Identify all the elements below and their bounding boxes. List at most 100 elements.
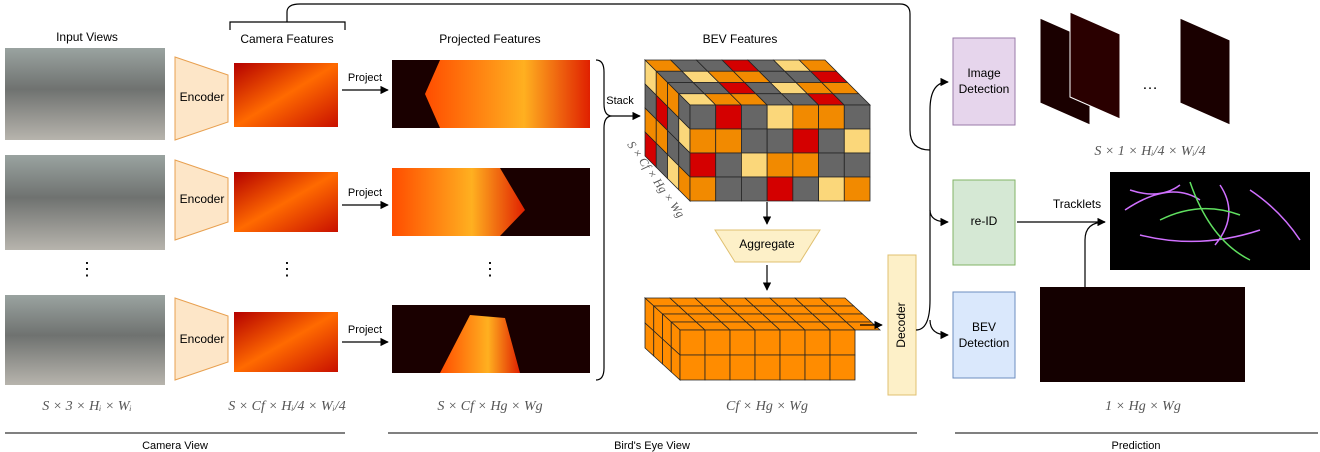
connector bbox=[930, 320, 948, 335]
project-label: Project bbox=[348, 72, 382, 84]
tracklet-image bbox=[1110, 172, 1310, 270]
camera-features: ⋮ bbox=[230, 12, 345, 372]
head-label: re-ID bbox=[971, 214, 998, 228]
grid-cell bbox=[716, 105, 742, 129]
grid-cell bbox=[730, 355, 755, 380]
grid-cell bbox=[819, 177, 845, 201]
header: Input Views bbox=[56, 30, 118, 44]
grid-cell bbox=[705, 355, 730, 380]
brace bbox=[596, 60, 612, 380]
encoder-label: Encoder bbox=[180, 192, 225, 206]
encoder-label: Encoder bbox=[180, 90, 225, 104]
grid-cell bbox=[716, 177, 742, 201]
aggregate-label: Aggregate bbox=[739, 237, 795, 251]
ellipsis: ⋮ bbox=[278, 259, 296, 279]
grid-cell bbox=[767, 129, 793, 153]
grid-cell bbox=[793, 105, 819, 129]
grid-cell bbox=[755, 355, 780, 380]
project-label: Project bbox=[348, 187, 382, 199]
shape-label: S × 3 × Hᵢ × Wᵢ bbox=[42, 399, 132, 414]
grid-cell bbox=[741, 153, 767, 177]
header: Projected Features bbox=[439, 32, 540, 46]
header: BEV Features bbox=[703, 32, 778, 46]
grid-cell bbox=[780, 330, 805, 355]
decoder-label: Decoder bbox=[894, 302, 908, 347]
grid-cell bbox=[730, 330, 755, 355]
camera-image bbox=[5, 155, 165, 250]
ellipsis: ⋮ bbox=[481, 259, 499, 279]
grid-cell bbox=[793, 153, 819, 177]
shape-label: S × 1 × Hᵢ/4 × Wᵢ/4 bbox=[1094, 144, 1205, 159]
head-box bbox=[953, 292, 1015, 378]
section-label: Camera View bbox=[142, 440, 208, 452]
grid-cell bbox=[767, 105, 793, 129]
grid-cell bbox=[819, 129, 845, 153]
bracket bbox=[230, 12, 345, 30]
stack-label: Stack bbox=[606, 95, 634, 107]
grid-cell bbox=[690, 177, 716, 201]
grid-cell bbox=[805, 330, 830, 355]
grid-cell bbox=[844, 153, 870, 177]
grid-cell bbox=[780, 355, 805, 380]
grid-cell bbox=[830, 355, 855, 380]
ellipsis: ⋮ bbox=[78, 259, 96, 279]
bev-cube bbox=[645, 60, 870, 201]
headers: Input Views Camera Features Projected Fe… bbox=[56, 30, 777, 46]
grid-cell bbox=[741, 105, 767, 129]
grid-cell bbox=[741, 177, 767, 201]
projected-features: ⋮ bbox=[392, 60, 590, 373]
heatmap bbox=[1180, 18, 1230, 125]
grid-cell bbox=[793, 129, 819, 153]
grid-cell bbox=[830, 330, 855, 355]
grid-cell bbox=[793, 177, 819, 201]
ellipsis: … bbox=[1142, 76, 1158, 93]
feature-map bbox=[234, 312, 338, 372]
connector bbox=[1085, 222, 1105, 287]
input-views: ⋮ bbox=[5, 48, 165, 385]
shape-label: 1 × Hg × Wg bbox=[1105, 399, 1181, 414]
camera-image bbox=[5, 48, 165, 140]
grid-cell bbox=[819, 153, 845, 177]
head-label: Detection bbox=[959, 82, 1010, 96]
grid-cell bbox=[767, 153, 793, 177]
grid-cell bbox=[690, 153, 716, 177]
grid-cell bbox=[844, 129, 870, 153]
diagram: Input Views Camera Features Projected Fe… bbox=[0, 0, 1320, 452]
grid-cell bbox=[755, 330, 780, 355]
head-label: Image bbox=[967, 66, 1001, 80]
camera-image bbox=[5, 295, 165, 385]
grid-cell bbox=[844, 177, 870, 201]
bev-heatmap bbox=[1040, 287, 1245, 382]
project-arrows: Project Project Project bbox=[342, 72, 388, 342]
grid-cell bbox=[690, 129, 716, 153]
connector bbox=[916, 82, 948, 330]
project-label: Project bbox=[348, 324, 382, 336]
grid-cell bbox=[690, 105, 716, 129]
connector bbox=[930, 210, 948, 222]
head-label: Detection bbox=[959, 336, 1010, 350]
section-label: Prediction bbox=[1112, 440, 1161, 452]
grid-cell bbox=[680, 330, 705, 355]
grid-cell bbox=[805, 355, 830, 380]
grid-cell bbox=[844, 105, 870, 129]
grid-cell bbox=[716, 153, 742, 177]
tracklets-label: Tracklets bbox=[1053, 197, 1101, 211]
header: Camera Features bbox=[240, 32, 333, 46]
grid-cell bbox=[716, 129, 742, 153]
feature-map bbox=[234, 172, 338, 232]
grid-cell bbox=[767, 177, 793, 201]
head-label: BEV bbox=[972, 320, 996, 334]
grid-cell bbox=[680, 355, 705, 380]
shape-label: S × Cf × Hᵢ/4 × Wᵢ/4 bbox=[228, 399, 346, 414]
shape-label: S × Cf × Hg × Wg bbox=[437, 399, 542, 414]
feature-map bbox=[234, 63, 338, 127]
aggregated-cube bbox=[645, 298, 880, 380]
projected-region bbox=[425, 60, 590, 128]
encoder-label: Encoder bbox=[180, 332, 225, 346]
section-label: Bird's Eye View bbox=[614, 440, 690, 452]
projected-region bbox=[392, 168, 525, 236]
grid-cell bbox=[819, 105, 845, 129]
grid-cell bbox=[705, 330, 730, 355]
shape-label: Cf × Hg × Wg bbox=[726, 399, 808, 414]
encoders: Encoder Encoder Encoder bbox=[175, 57, 228, 380]
